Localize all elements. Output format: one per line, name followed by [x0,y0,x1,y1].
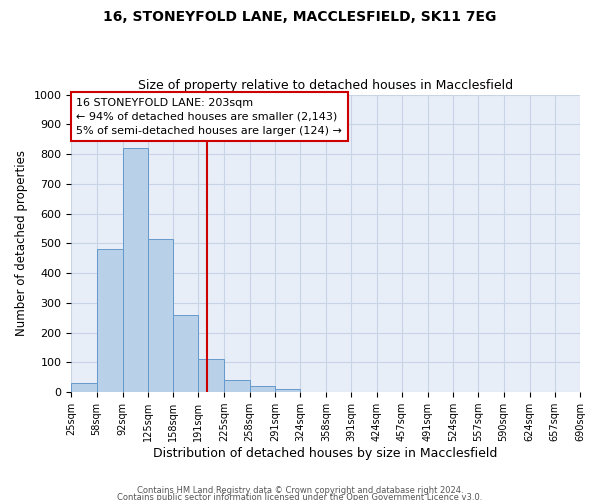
Bar [224,380,250,392]
X-axis label: Distribution of detached houses by size in Macclesfield: Distribution of detached houses by size … [154,447,498,460]
Text: 16 STONEYFOLD LANE: 203sqm
← 94% of detached houses are smaller (2,143)
5% of se: 16 STONEYFOLD LANE: 203sqm ← 94% of deta… [76,98,342,136]
Title: Size of property relative to detached houses in Macclesfield: Size of property relative to detached ho… [138,79,513,92]
Bar [250,386,275,392]
Bar [122,148,148,392]
Text: Contains public sector information licensed under the Open Government Licence v3: Contains public sector information licen… [118,494,482,500]
Text: Contains HM Land Registry data © Crown copyright and database right 2024.: Contains HM Land Registry data © Crown c… [137,486,463,495]
Bar [71,384,97,392]
Text: 16, STONEYFOLD LANE, MACCLESFIELD, SK11 7EG: 16, STONEYFOLD LANE, MACCLESFIELD, SK11 … [103,10,497,24]
Bar [275,389,300,392]
Bar [97,250,122,392]
Y-axis label: Number of detached properties: Number of detached properties [15,150,28,336]
Bar [198,360,224,392]
Bar [148,239,173,392]
Bar [173,315,198,392]
